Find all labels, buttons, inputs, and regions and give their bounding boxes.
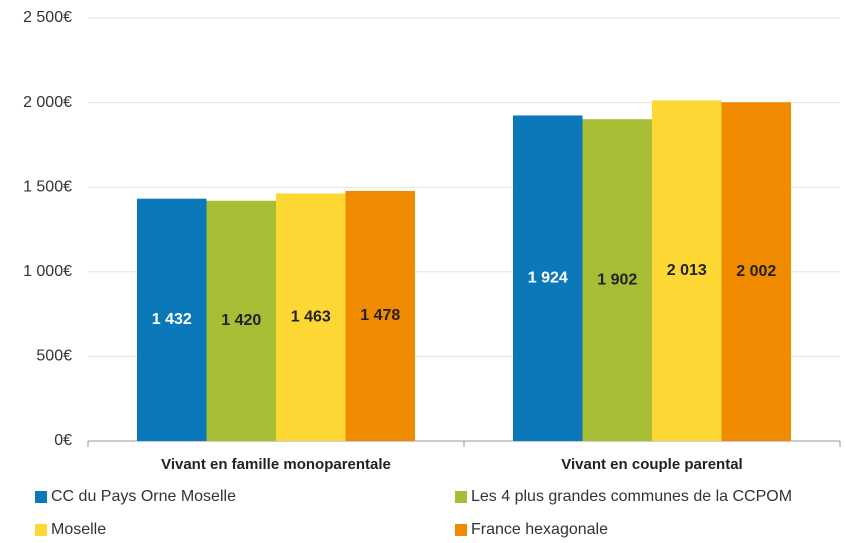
bar — [721, 102, 791, 441]
x-tick-label: Vivant en famille monoparentale — [161, 456, 391, 473]
legend-label: Moselle — [51, 521, 106, 538]
legend-swatch — [35, 491, 47, 503]
legend-label: CC du Pays Orne Moselle — [51, 488, 236, 505]
legend-swatch — [35, 524, 47, 536]
y-tick-label: 500€ — [36, 348, 72, 365]
legend-label: France hexagonale — [471, 521, 608, 538]
bar — [345, 190, 415, 441]
value-label: 1 420 — [221, 312, 261, 329]
value-label: 1 463 — [291, 308, 331, 325]
legend-swatch — [455, 491, 467, 503]
legend-label: Les 4 plus grandes communes de la CCPOM — [471, 488, 792, 505]
bar — [652, 100, 722, 442]
bar — [276, 193, 346, 441]
value-label: 1 924 — [528, 269, 568, 286]
value-label: 2 002 — [736, 263, 776, 280]
bar — [206, 200, 276, 441]
value-label: 1 902 — [597, 271, 637, 288]
legend-swatch — [455, 524, 467, 536]
y-tick-label: 2 500€ — [23, 9, 72, 26]
y-tick-label: 1 500€ — [23, 178, 72, 195]
value-label: 1 478 — [360, 307, 400, 324]
x-tick-label: Vivant en couple parental — [561, 456, 742, 473]
value-label: 2 013 — [667, 262, 707, 279]
bar — [137, 198, 207, 441]
y-tick-label: 1 000€ — [23, 263, 72, 280]
y-tick-label: 0€ — [54, 432, 72, 449]
value-label: 1 432 — [152, 311, 192, 328]
bar — [513, 115, 583, 441]
bar — [582, 119, 652, 441]
y-tick-label: 2 000€ — [23, 94, 72, 111]
